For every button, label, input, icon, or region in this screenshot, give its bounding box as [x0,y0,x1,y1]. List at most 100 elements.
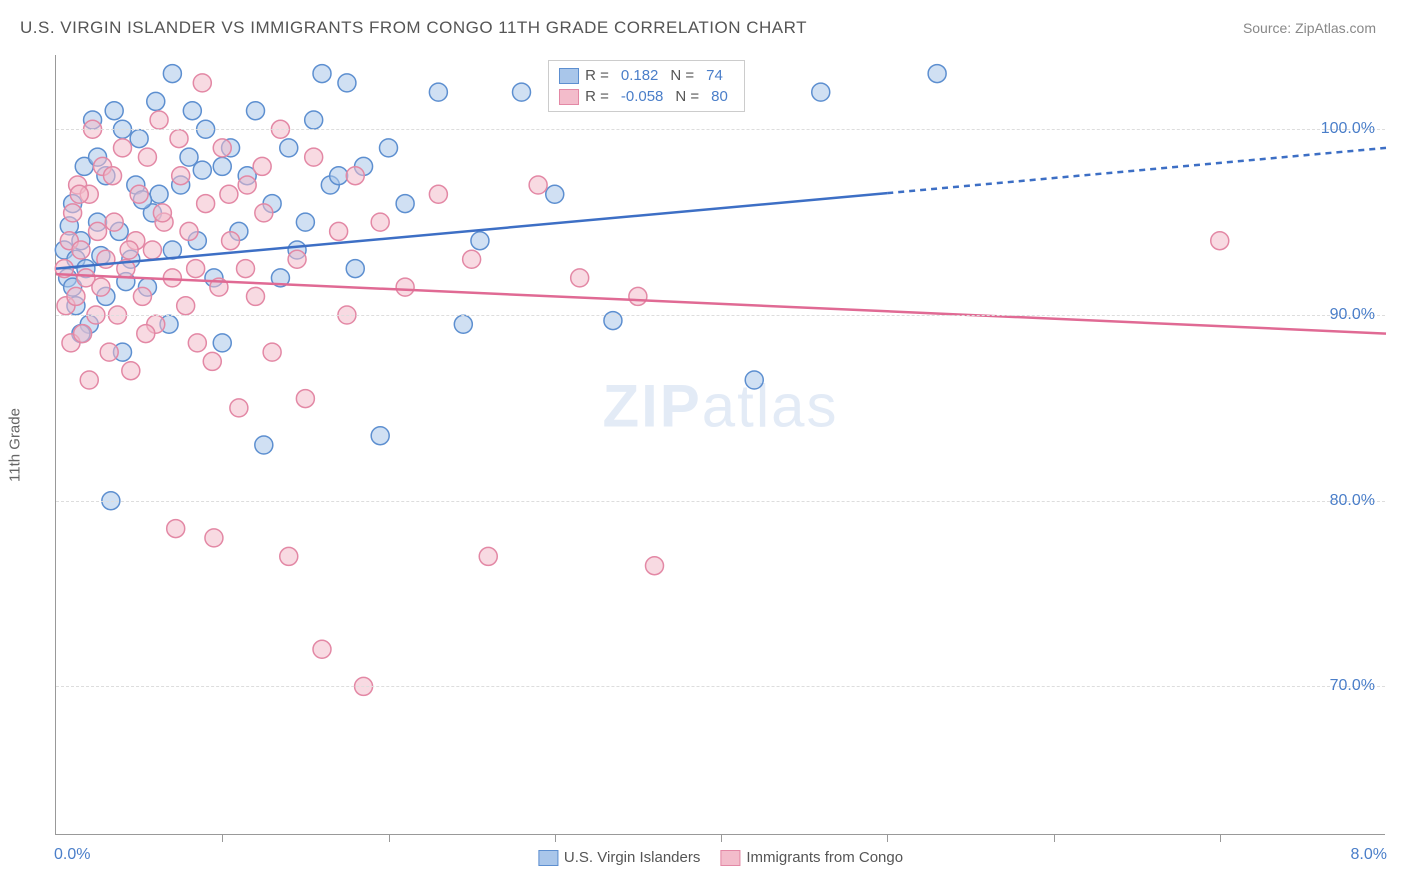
gridline [56,501,1385,502]
data-point [288,250,306,268]
data-point [92,278,110,296]
data-point [247,102,265,120]
data-point [346,260,364,278]
x-tick [1054,834,1055,842]
data-point [371,213,389,231]
x-axis-min-label: 0.0% [54,846,90,864]
legend-swatch [720,850,740,866]
series-legend: U.S. Virgin Islanders Immigrants from Con… [538,849,903,866]
x-tick [389,834,390,842]
gridline [56,129,1385,130]
data-point [220,185,238,203]
data-point [296,213,314,231]
data-point [429,185,447,203]
data-point [105,213,123,231]
data-point [230,399,248,417]
data-point [1211,232,1229,250]
data-point [205,529,223,547]
data-point [150,111,168,129]
data-point [70,185,88,203]
legend-r-label: R = [585,88,609,105]
data-point [133,287,151,305]
y-tick-label: 90.0% [1330,306,1375,324]
data-point [305,111,323,129]
data-point [138,148,156,166]
data-point [120,241,138,259]
data-point [429,83,447,101]
data-point [130,185,148,203]
data-point [100,343,118,361]
legend-series-name: Immigrants from Congo [746,849,903,866]
legend-r-value: 0.182 [615,67,665,84]
data-point [114,139,132,157]
data-point [471,232,489,250]
y-axis-label: 11th Grade [7,408,24,482]
data-point [163,65,181,83]
data-point [150,185,168,203]
legend-n-label: N = [670,67,694,84]
data-point [180,222,198,240]
legend-row: R =0.182N =74 [559,65,734,86]
data-point [213,157,231,175]
data-point [238,176,256,194]
data-point [529,176,547,194]
legend-swatch [538,850,558,866]
data-point [263,343,281,361]
data-point [74,325,92,343]
data-point [330,167,348,185]
page-title: U.S. VIRGIN ISLANDER VS IMMIGRANTS FROM … [20,18,807,38]
data-point [143,241,161,259]
data-point [513,83,531,101]
data-point [222,232,240,250]
data-point [396,195,414,213]
x-tick [555,834,556,842]
data-point [203,352,221,370]
plot-svg [56,55,1385,834]
legend-n-value: 74 [700,67,729,84]
data-point [346,167,364,185]
data-point [89,222,107,240]
data-point [454,315,472,333]
data-point [67,287,85,305]
legend-item: U.S. Virgin Islanders [538,849,700,866]
data-point [313,640,331,658]
correlation-legend: R = 0.182 N = 74 R =-0.058N =80 [548,60,745,112]
legend-series-name: U.S. Virgin Islanders [564,849,700,866]
legend-swatch [559,68,579,84]
data-point [928,65,946,83]
chart-container: 11th Grade ZIPatlas R =0.182N =74R =-0.0… [55,55,1385,835]
gridline [56,686,1385,687]
x-tick [721,834,722,842]
trend-line-dashed [887,148,1386,193]
data-point [546,185,564,203]
data-point [396,278,414,296]
data-point [172,167,190,185]
data-point [745,371,763,389]
data-point [812,83,830,101]
data-point [193,161,211,179]
data-point [188,334,206,352]
data-point [64,204,82,222]
data-point [237,260,255,278]
data-point [255,204,273,222]
data-point [305,148,323,166]
legend-row: R =-0.058N =80 [559,86,734,107]
data-point [629,287,647,305]
data-point [380,139,398,157]
plot-area: ZIPatlas R =0.182N =74R =-0.058N =80 U.S… [55,55,1385,835]
data-point [463,250,481,268]
data-point [122,362,140,380]
legend-item: Immigrants from Congo [720,849,903,866]
data-point [296,390,314,408]
data-point [130,130,148,148]
data-point [213,334,231,352]
legend-swatch [559,89,579,105]
data-point [646,557,664,575]
x-tick [887,834,888,842]
data-point [72,241,90,259]
y-tick-label: 100.0% [1321,120,1375,138]
data-point [197,195,215,213]
data-point [193,74,211,92]
data-point [313,65,331,83]
y-tick-label: 70.0% [1330,677,1375,695]
